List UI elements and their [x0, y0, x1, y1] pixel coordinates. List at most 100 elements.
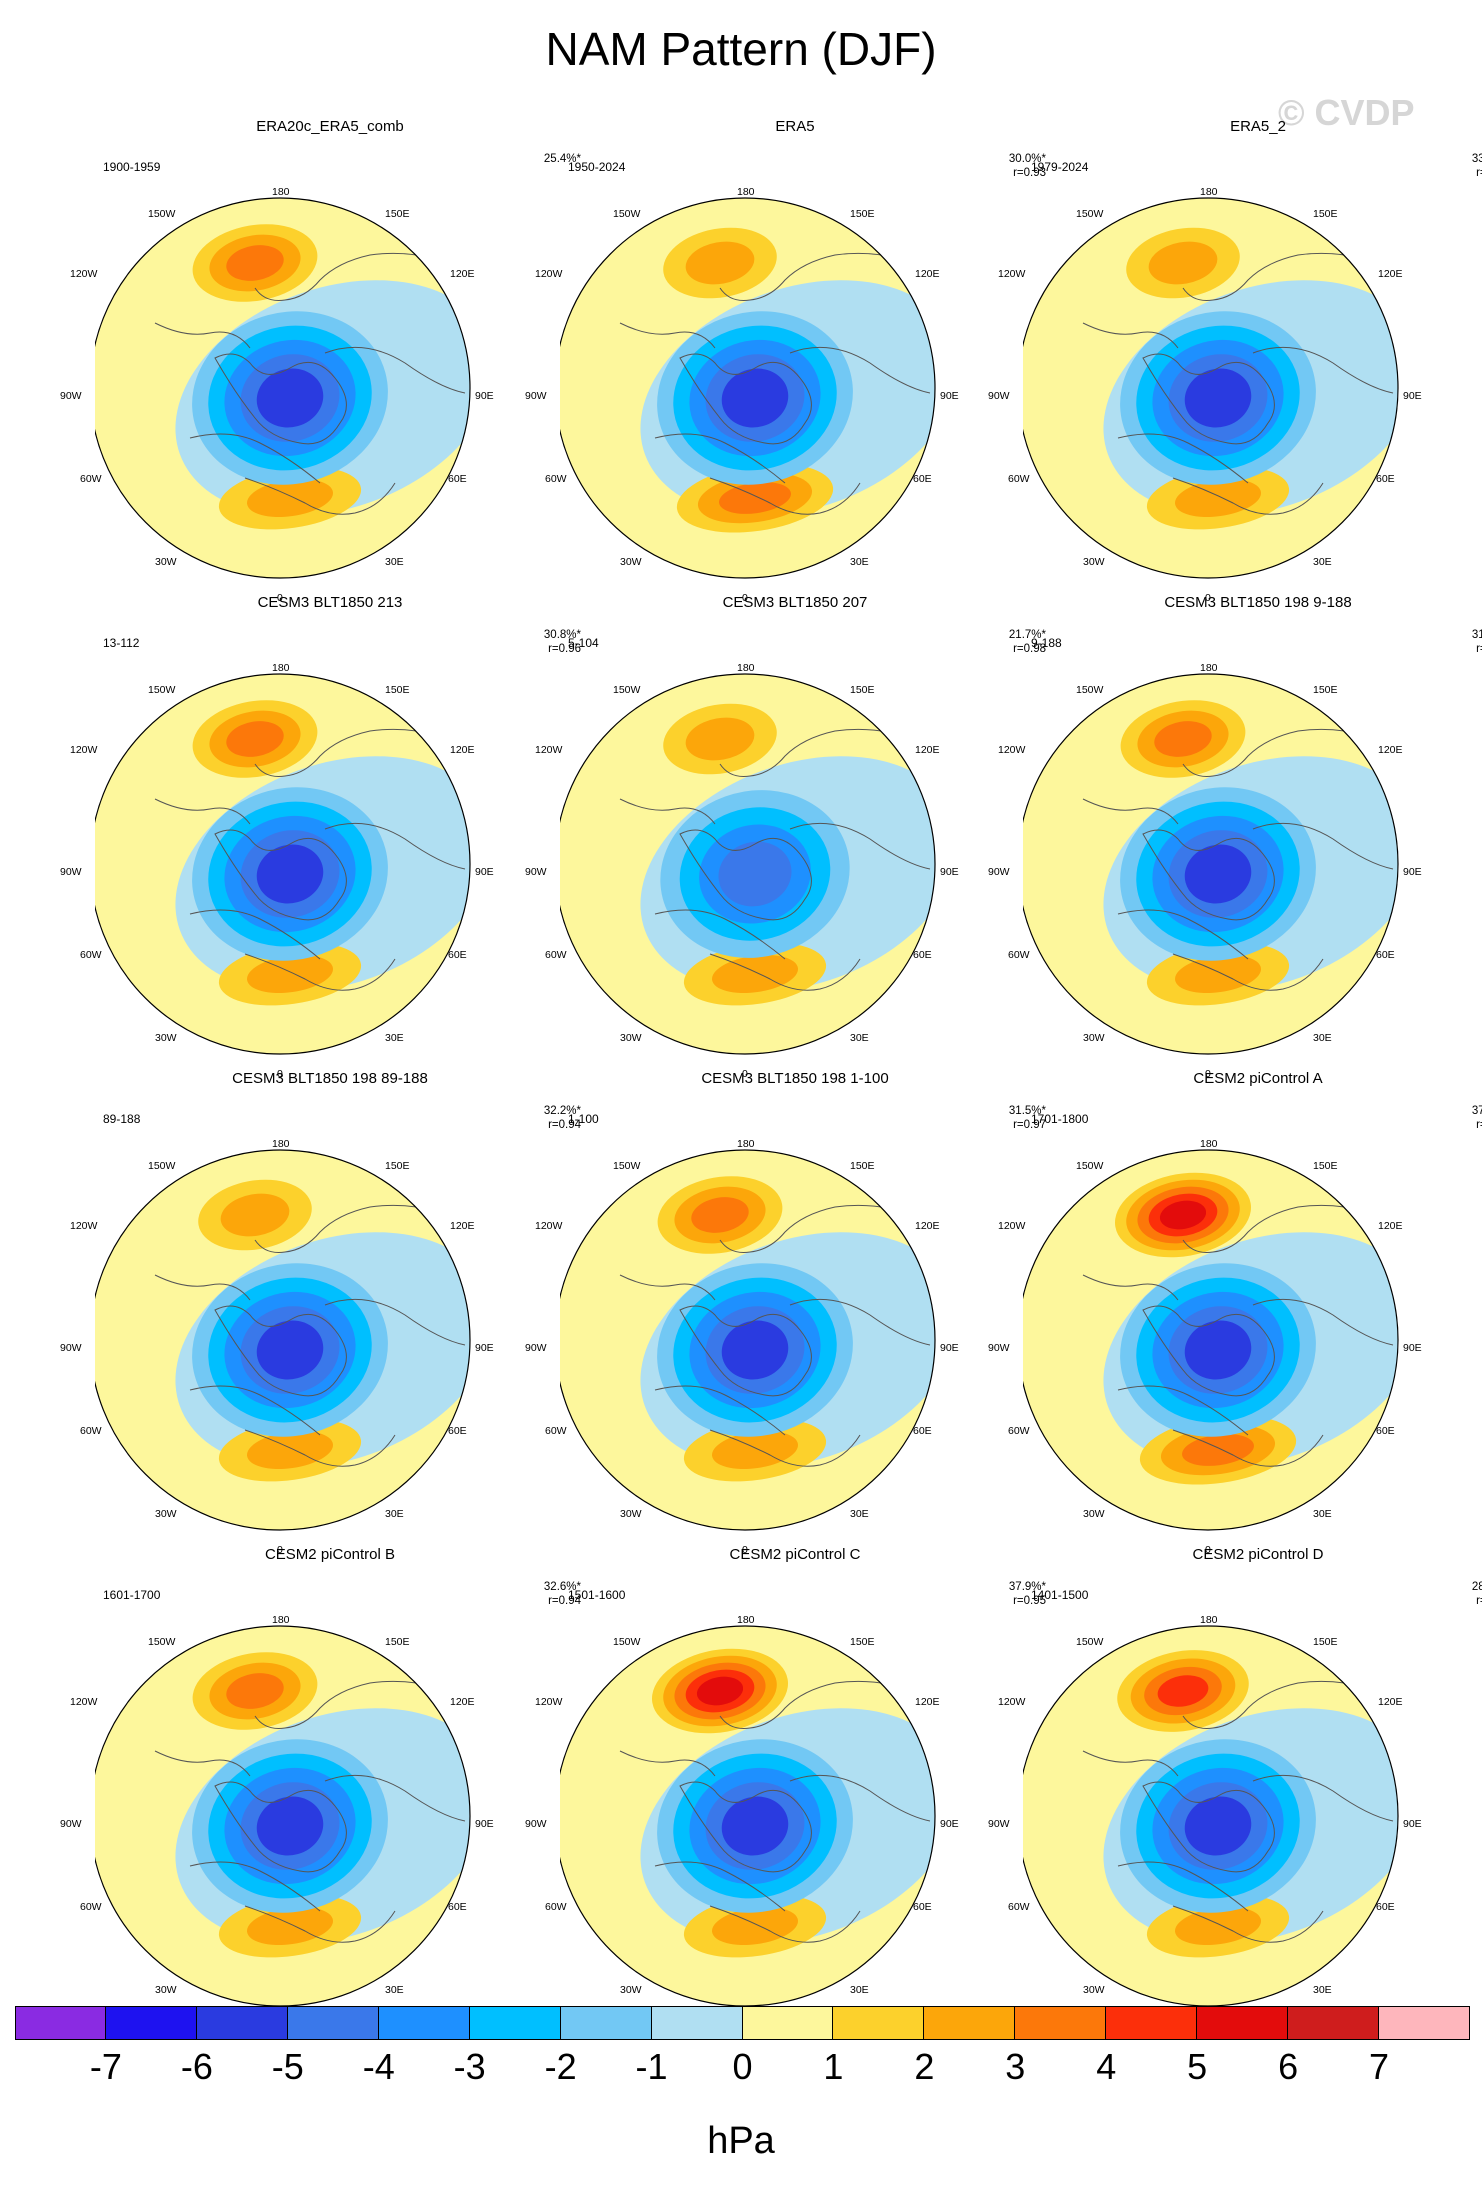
longitude-label: 90E [475, 866, 494, 878]
coastline [1142, 1781, 1275, 1873]
panel-stats: 30.0%* r=0.93 [1009, 152, 1046, 180]
coastline [244, 1905, 396, 1943]
longitude-label: 30W [620, 1508, 642, 1520]
longitude-label: 150E [1313, 1160, 1338, 1172]
longitude-label: 180 [737, 1614, 755, 1626]
longitude-label: 60W [545, 473, 567, 485]
colorbar-tick-label: -6 [180, 2046, 213, 2087]
longitude-label: 120W [535, 1220, 563, 1232]
longitude-label: 60E [448, 1425, 467, 1437]
longitude-label: 120W [70, 1696, 98, 1708]
explained-variance: 37.9%* [1008, 1581, 1046, 1593]
longitude-label: 30E [1313, 1508, 1332, 1520]
longitude-label: 90E [940, 1342, 959, 1354]
panel-title: CESM3 BLT1850 207 [722, 594, 868, 611]
longitude-label: 120W [535, 268, 563, 280]
longitude-label: 150W [148, 1160, 176, 1172]
explained-variance: 30.0%* [1008, 153, 1046, 165]
longitude-label: 30E [1313, 1984, 1332, 1996]
longitude-label: 60W [80, 1901, 102, 1913]
colorbar-tick-label: -2 [544, 2046, 577, 2087]
longitude-label: 30E [385, 1032, 404, 1044]
longitude-label: 120W [998, 268, 1026, 280]
polar-map [560, 197, 936, 579]
coastline [154, 1750, 466, 1912]
panel-title: CESM3 BLT1850 198 89-188 [232, 1070, 428, 1087]
atlantic-high-contour [712, 1906, 798, 1946]
colorbar-tick-label: 2 [914, 2046, 935, 2087]
atlantic-high-contour [1182, 1434, 1254, 1466]
polar-low-contour [256, 844, 324, 904]
longitude-label: 30W [620, 1984, 642, 1996]
colorbar-bin [287, 2006, 379, 2040]
colorbar-bin [1015, 2006, 1107, 2040]
longitude-label: 120E [1378, 744, 1403, 756]
atlantic-high-contour [247, 1430, 333, 1470]
colorbar-tick-label: -1 [635, 2046, 668, 2087]
longitude-label: 150W [1076, 1636, 1104, 1648]
panel-title: CESM2 piControl A [1193, 1070, 1323, 1087]
polar-low-contour [721, 368, 789, 428]
pattern-correlation: r=0.97 [1013, 1119, 1046, 1131]
panel-title: CESM2 piControl C [729, 1546, 861, 1563]
colorbar-bin [833, 2006, 925, 2040]
longitude-label: 150E [385, 684, 410, 696]
colorbar-bin [560, 2006, 652, 2040]
pattern-correlation: r=0.93 [1013, 167, 1046, 179]
map-panel: ERA5 1950-2024 30.0%* r=0.93 180 150E 120E 90E 6… [525, 118, 1046, 604]
longitude-label: 120W [998, 744, 1026, 756]
polar-low-contour [1184, 844, 1252, 904]
panel-stats: 32.2%* r=0.94 [544, 1104, 581, 1132]
polar-map [560, 1625, 936, 2007]
longitude-label: 30E [850, 556, 869, 568]
panel-stats: 37.9%* r=0.95 [1009, 1580, 1046, 1608]
longitude-label: 180 [1200, 186, 1218, 198]
panel-stats: 31.5%* r=0.97 [1009, 1104, 1046, 1132]
pacific-high-contour [685, 717, 755, 761]
longitude-label: 60E [1376, 473, 1395, 485]
longitude-label: 180 [272, 1614, 290, 1626]
longitude-label: 120E [915, 744, 940, 756]
atlantic-high-contour [247, 1906, 333, 1946]
longitude-label: 150W [613, 1636, 641, 1648]
longitude-label: 90E [1403, 390, 1422, 402]
coastline [254, 252, 441, 301]
explained-variance: 33.0%* [1471, 153, 1482, 165]
explained-variance: 28.6%* [1471, 1581, 1482, 1593]
longitude-label: 90E [475, 1818, 494, 1830]
longitude-label: 150E [385, 1160, 410, 1172]
longitude-label: 0 [1205, 1544, 1211, 1556]
colorbar-tick-label: 6 [1278, 2046, 1299, 2087]
polar-map [1023, 1149, 1399, 1531]
polar-low-contour [718, 841, 792, 907]
map-panel: CESM2 piControl D 1401-1500 28.6%* r=0.93 18… [988, 1546, 1482, 2032]
longitude-label: 30W [620, 556, 642, 568]
coastline [1142, 829, 1275, 921]
colorbar-tick-label: 7 [1369, 2046, 1390, 2087]
pacific-high-contour [226, 1673, 284, 1709]
longitude-label: 30E [850, 1032, 869, 1044]
colorbar-bin [742, 2006, 834, 2040]
coastline [1172, 1905, 1324, 1943]
coastline [679, 829, 812, 921]
polar-map [95, 1625, 471, 2007]
colorbar-bin [924, 2006, 1016, 2040]
longitude-label: 120E [1378, 1220, 1403, 1232]
longitude-label: 60W [1008, 949, 1030, 961]
map-border [560, 1149, 936, 1531]
map-panel: ERA20c_ERA5_comb 1900-1959 25.4%* 180 150E 12… [60, 118, 581, 604]
longitude-label: 90E [475, 390, 494, 402]
longitude-label: 120E [450, 1220, 475, 1232]
colorbar-tick-label: 5 [1187, 2046, 1208, 2087]
panel-title: ERA5_2 [1230, 118, 1286, 135]
panel-period: 5-104 [568, 636, 599, 650]
colorbar-bin [469, 2006, 561, 2040]
longitude-label: 150W [148, 1636, 176, 1648]
map-panel: CESM2 piControl A 1701-1800 37.7%* r=0.95 18… [988, 1070, 1482, 1556]
explained-variance: 31.5%* [1008, 1105, 1046, 1117]
longitude-label: 0 [742, 592, 748, 604]
polar-map [95, 197, 471, 579]
longitude-label: 60W [80, 473, 102, 485]
pacific-high-contour [226, 721, 284, 757]
longitude-label: 120W [535, 1696, 563, 1708]
